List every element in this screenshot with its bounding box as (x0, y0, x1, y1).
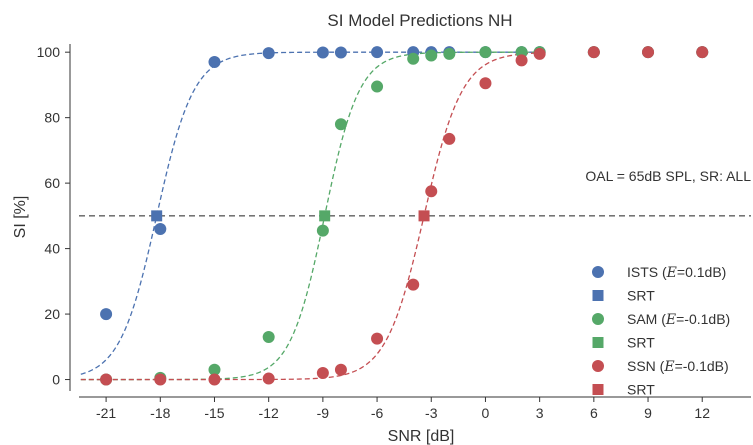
data-point-s2-12 (533, 47, 546, 60)
data-points (100, 46, 709, 386)
x-tick-label-4: -9 (317, 405, 330, 421)
chart-annotation: OAL = 65dB SPL, SR: ALL (585, 168, 751, 184)
chart-title: SI Model Predictions NH (327, 11, 512, 30)
fit-curves (80, 51, 544, 381)
srt-marker-2 (418, 210, 430, 222)
data-point-s2-7 (407, 278, 420, 291)
legend-srt-label-2: SRT (627, 382, 655, 398)
data-point-s0-1 (154, 222, 167, 235)
x-tick-label-8: 3 (536, 405, 544, 421)
y-tick-label-3: 60 (44, 175, 60, 191)
srt-markers (151, 210, 430, 222)
x-tick-label-10: 9 (644, 405, 652, 421)
data-point-s2-10 (479, 77, 492, 90)
legend-label-1: SAM (E=-0.1dB) (627, 311, 730, 328)
data-point-s2-5 (334, 363, 347, 376)
srt-marker-0 (151, 210, 163, 222)
x-tick-label-6: -3 (425, 405, 438, 421)
fit-curve-2 (80, 52, 544, 381)
x-tick-label-2: -15 (204, 405, 224, 421)
data-point-s2-14 (642, 46, 655, 59)
legend-marker-circle-2 (592, 360, 604, 372)
y-axis-ticks: 0 20 40 60 80 100 (37, 44, 70, 388)
legend-label-0: ISTS (E=0.1dB) (627, 264, 726, 281)
y-axis-label: SI [%] (12, 196, 29, 239)
data-point-s0-4 (316, 46, 329, 59)
x-tick-label-0: -21 (96, 405, 116, 421)
y-tick-label-0: 0 (52, 372, 60, 388)
y-tick-label-1: 20 (44, 306, 60, 322)
legend-label-2: SSN (E=-0.1dB) (627, 358, 729, 375)
x-tick-label-1: -18 (150, 405, 170, 421)
legend-marker-square-2 (592, 384, 604, 395)
fit-curve-0 (80, 51, 544, 375)
data-point-s0-2 (208, 56, 221, 69)
data-point-s2-11 (515, 54, 528, 67)
y-tick-label-2: 40 (44, 241, 60, 257)
data-point-s1-7 (407, 52, 420, 65)
data-point-s1-5 (334, 118, 347, 131)
data-point-s1-8 (425, 49, 438, 62)
data-point-s0-0 (100, 308, 113, 321)
x-axis-label: SNR [dB] (388, 428, 455, 445)
data-point-s0-3 (262, 47, 275, 60)
x-tick-label-9: 6 (590, 405, 598, 421)
srt-marker-1 (319, 210, 331, 222)
data-point-s1-10 (479, 46, 492, 59)
y-tick-label-4: 80 (44, 110, 60, 126)
x-tick-label-5: -6 (371, 405, 384, 421)
data-point-s1-9 (443, 47, 456, 60)
legend-srt-label-0: SRT (627, 288, 655, 304)
data-point-s2-15 (696, 46, 709, 59)
data-point-s2-8 (425, 185, 438, 198)
x-tick-label-11: 12 (694, 405, 710, 421)
x-axis-ticks: -21 -18 -15 -12 -9 -6 -3 0 3 6 9 12 (96, 397, 710, 421)
x-tick-label-3: -12 (259, 405, 279, 421)
data-point-s1-4 (316, 224, 329, 237)
legend-marker-square-0 (592, 290, 604, 301)
legend-srt-label-1: SRT (627, 335, 655, 351)
legend-marker-circle-1 (592, 313, 604, 325)
data-point-s2-0 (100, 373, 113, 386)
data-point-s1-2 (208, 363, 221, 376)
data-point-s2-13 (587, 46, 600, 59)
legend-marker-square-1 (592, 337, 604, 348)
data-point-s0-6 (371, 46, 384, 59)
data-point-s2-4 (316, 366, 329, 379)
data-point-s1-6 (371, 80, 384, 93)
y-tick-label-5: 100 (37, 44, 61, 60)
data-point-s1-3 (262, 330, 275, 343)
data-point-s2-3 (262, 372, 275, 385)
x-tick-label-7: 0 (482, 405, 490, 421)
data-point-s2-9 (443, 132, 456, 145)
data-point-s0-5 (334, 46, 347, 59)
legend-marker-circle-0 (592, 266, 604, 278)
data-point-s2-1 (154, 373, 167, 386)
legend: ISTS (E=0.1dB) SRT SAM (E=-0.1dB) SRT SSN (E… (592, 264, 730, 398)
data-point-s2-2 (208, 373, 221, 386)
data-point-s2-6 (371, 332, 384, 345)
